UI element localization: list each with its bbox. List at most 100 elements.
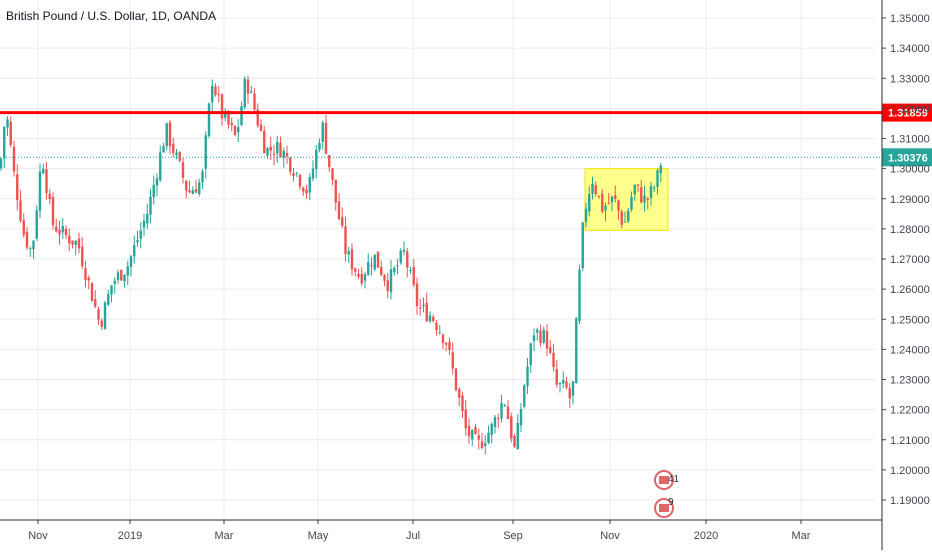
candle-body[interactable] — [549, 347, 552, 353]
candle-body[interactable] — [220, 94, 224, 119]
candle-body[interactable] — [227, 111, 230, 125]
candle-body[interactable] — [113, 280, 116, 284]
candle-body[interactable] — [389, 269, 393, 293]
candle-body[interactable] — [230, 123, 233, 126]
candle-body[interactable] — [568, 388, 571, 399]
candle-body[interactable] — [61, 225, 64, 233]
candle-body[interactable] — [604, 205, 607, 211]
candle-body[interactable] — [409, 270, 412, 272]
candle-body[interactable] — [334, 179, 337, 203]
candle-body[interactable] — [643, 195, 646, 203]
candle-body[interactable] — [84, 268, 87, 280]
candle-body[interactable] — [311, 168, 315, 179]
candle-body[interactable] — [94, 299, 97, 307]
candle-body[interactable] — [591, 183, 594, 194]
candle-body[interactable] — [653, 187, 656, 189]
candle-body[interactable] — [266, 148, 269, 156]
candle-body[interactable] — [627, 210, 630, 222]
candle-body[interactable] — [630, 196, 633, 210]
candle-body[interactable] — [259, 124, 263, 131]
overlay-layer[interactable]: 1.31859 1.30376 — [0, 103, 932, 167]
candle-body[interactable] — [276, 141, 279, 154]
candle-body[interactable] — [90, 283, 94, 302]
candle-body[interactable] — [510, 416, 513, 439]
candle-body[interactable] — [370, 265, 373, 267]
candle-body[interactable] — [185, 180, 188, 191]
candle-body[interactable] — [458, 389, 461, 398]
candle-body[interactable] — [464, 409, 467, 429]
candle-body[interactable] — [133, 245, 136, 257]
candle-body[interactable] — [6, 119, 9, 128]
current-price-label[interactable]: 1.30376 — [882, 148, 932, 167]
candle-body[interactable] — [64, 228, 68, 236]
candle-body[interactable] — [256, 109, 259, 126]
candle-body[interactable] — [354, 268, 357, 272]
candle-body[interactable] — [269, 147, 272, 151]
candle-layer[interactable] — [0, 75, 669, 455]
candle-body[interactable] — [116, 272, 120, 281]
candle-body[interactable] — [237, 127, 240, 133]
candle-body[interactable] — [253, 93, 256, 110]
candle-body[interactable] — [136, 240, 139, 243]
candle-body[interactable] — [292, 173, 295, 176]
candle-body[interactable] — [162, 146, 165, 153]
candle-body[interactable] — [451, 352, 454, 369]
candle-body[interactable] — [480, 441, 484, 448]
candle-body[interactable] — [344, 226, 347, 255]
candle-body[interactable] — [233, 125, 237, 135]
candle-body[interactable] — [623, 221, 627, 223]
candle-body[interactable] — [380, 267, 383, 275]
candle-body[interactable] — [152, 184, 155, 198]
candle-body[interactable] — [441, 334, 445, 343]
candle-body[interactable] — [594, 185, 597, 194]
candle-body[interactable] — [328, 155, 331, 168]
candle-body[interactable] — [500, 402, 503, 419]
candle-body[interactable] — [243, 78, 246, 108]
candle-body[interactable] — [393, 267, 396, 273]
candle-body[interactable] — [194, 188, 198, 193]
candle-body[interactable] — [617, 200, 620, 211]
candle-body[interactable] — [246, 79, 250, 94]
candle-body[interactable] — [295, 172, 298, 174]
candle-body[interactable] — [614, 195, 617, 199]
range-box[interactable] — [584, 168, 669, 231]
candle-body[interactable] — [74, 240, 77, 245]
candle-body[interactable] — [490, 423, 493, 435]
candle-body[interactable] — [406, 251, 409, 268]
candle-body[interactable] — [558, 383, 562, 385]
candle-body[interactable] — [422, 304, 425, 307]
candle-body[interactable] — [289, 157, 292, 172]
candle-body[interactable] — [0, 158, 3, 169]
candle-body[interactable] — [506, 406, 510, 420]
candle-body[interactable] — [571, 381, 575, 396]
candle-body[interactable] — [305, 189, 308, 194]
candle-body[interactable] — [279, 142, 282, 157]
candle-body[interactable] — [503, 405, 506, 407]
candle-body[interactable] — [575, 318, 578, 384]
candle-body[interactable] — [636, 184, 640, 186]
candle-body[interactable] — [536, 329, 539, 333]
candle-body[interactable] — [350, 249, 354, 270]
candle-body[interactable] — [584, 208, 588, 222]
candle-body[interactable] — [399, 250, 402, 263]
candle-body[interactable] — [308, 177, 311, 193]
candle-body[interactable] — [581, 222, 584, 269]
candle-body[interactable] — [539, 330, 542, 344]
candle-body[interactable] — [110, 285, 113, 295]
candle-body[interactable] — [207, 103, 211, 136]
candle-body[interactable] — [578, 269, 581, 322]
candle-body[interactable] — [35, 210, 38, 239]
candle-body[interactable] — [432, 317, 435, 321]
candle-body[interactable] — [146, 213, 149, 224]
candle-body[interactable] — [523, 385, 526, 407]
candle-body[interactable] — [142, 220, 146, 228]
candle-body[interactable] — [77, 238, 81, 249]
candle-body[interactable] — [120, 270, 123, 281]
candle-body[interactable] — [29, 248, 32, 250]
candle-body[interactable] — [263, 130, 266, 154]
candle-body[interactable] — [38, 171, 42, 212]
candle-body[interactable] — [172, 143, 175, 154]
candle-body[interactable] — [659, 165, 662, 174]
candle-body[interactable] — [282, 150, 285, 158]
